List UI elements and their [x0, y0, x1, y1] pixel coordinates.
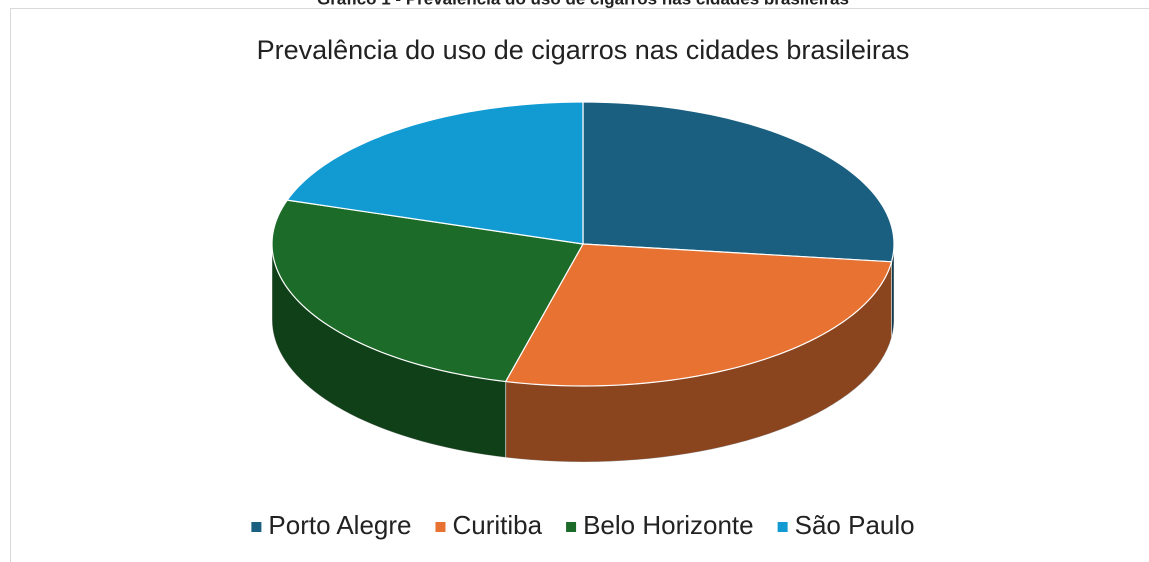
slice: [504, 243, 893, 387]
legend-swatch: [566, 522, 577, 532]
chart-title: Prevalência do uso de cigarros nas cidad…: [257, 35, 910, 65]
slice: [286, 101, 584, 245]
legend-label: Curitiba: [452, 510, 542, 540]
legend: Porto Alegre Curitiba Belo Horizonte São Pa…: [251, 510, 915, 540]
slice-side-shade: [891, 244, 894, 338]
legend-swatch: [777, 522, 788, 532]
chart-frame: [10, 8, 1149, 562]
legend-swatch: [435, 522, 446, 532]
legend-label: Porto Alegre: [268, 510, 411, 540]
legend-swatch: [251, 522, 262, 532]
legend-label: São Paulo: [795, 510, 915, 540]
slice-side-shade: [272, 244, 506, 458]
slice-side-shade: [505, 261, 892, 462]
slice: [271, 199, 584, 383]
figure-caption: Gráfico 1 - Prevalência do uso de cigarr…: [317, 0, 849, 8]
slice: [582, 101, 895, 263]
legend-label: Belo Horizonte: [583, 510, 754, 540]
